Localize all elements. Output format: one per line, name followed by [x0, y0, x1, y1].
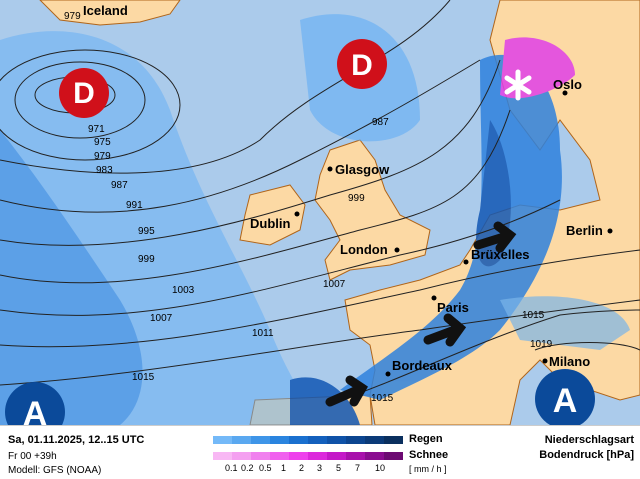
tick-label: 1 [281, 463, 287, 473]
color-swatch [365, 452, 384, 460]
tick-label: 2 [299, 463, 305, 473]
isobar-label: 987 [372, 117, 389, 128]
color-swatch [270, 436, 289, 444]
color-swatch [308, 452, 327, 460]
low-label: D [73, 77, 95, 110]
city-bruxelles: Brüxelles [471, 247, 530, 262]
isobar-label: 987 [111, 180, 128, 191]
color-swatch [289, 452, 308, 460]
color-swatch [213, 452, 232, 460]
front-arrows [325, 221, 517, 407]
isobar-label: 971 [88, 124, 105, 135]
low-pressure-2: D [337, 39, 387, 89]
ireland [239, 184, 306, 246]
isobar-label: 979 [64, 11, 81, 22]
legend-title-type: Niederschlagsart [544, 434, 634, 446]
city-paris: Paris [437, 300, 469, 315]
rain-label: Regen [409, 433, 443, 445]
legend-title-pressure: Bodendruck [hPa] [539, 449, 634, 461]
color-swatch [384, 436, 403, 444]
isobar-labels: 979 971 975 979 983 987 991 995 999 1003… [64, 11, 553, 404]
low-pressure-1: D [59, 68, 109, 118]
color-swatch [213, 436, 232, 444]
tick-label: 10 [375, 463, 386, 473]
isobar-label: 1007 [150, 313, 173, 324]
tick-label: 0.1 [225, 463, 238, 473]
snow-label: Schnee [409, 449, 449, 461]
tick-label: 0.2 [241, 463, 254, 473]
color-swatch [251, 452, 270, 460]
tick-label: 5 [336, 463, 342, 473]
isobar-label: 991 [126, 200, 143, 211]
cities: Iceland Oslo Glasgow Dublin London Brüxe… [83, 3, 613, 377]
tick-label: 0.5 [259, 463, 272, 473]
unit-label: [ mm / h ] [409, 464, 447, 474]
high-label: A [23, 395, 48, 425]
isobar-label: 983 [96, 165, 113, 176]
valid-time: Sa, 01.11.2025, 12..15 UTC [8, 434, 145, 446]
model-name: Modell: GFS (NOAA) [8, 465, 102, 476]
color-swatch [270, 452, 289, 460]
isobar-label: 1007 [323, 279, 346, 290]
isobar-label: 1003 [172, 285, 195, 296]
color-swatch [232, 452, 251, 460]
city-milano: Milano [549, 354, 590, 369]
color-swatch [384, 452, 403, 460]
isobar-label: 1015 [371, 393, 394, 404]
tick-label: 3 [317, 463, 323, 473]
color-swatch [365, 436, 384, 444]
color-swatch [251, 436, 270, 444]
city-bordeaux: Bordeaux [392, 358, 453, 373]
city-glasgow: Glasgow [335, 162, 390, 177]
snowflake-icon [504, 69, 532, 101]
isobar-label: 1015 [522, 310, 545, 321]
isobar-label: 995 [138, 226, 155, 237]
great-britain [314, 139, 431, 281]
color-swatch [308, 436, 327, 444]
isobar-label: 975 [94, 137, 111, 148]
isobar-label: 1015 [132, 372, 155, 383]
label-iceland: Iceland [83, 3, 128, 18]
arrow-icon [473, 221, 517, 253]
rain-color-scale [213, 436, 403, 444]
snow-color-scale [213, 452, 403, 460]
isobars [0, 0, 640, 401]
high-pressure-1: A [5, 382, 65, 425]
arrow-icon [423, 313, 467, 347]
isobar-label: 979 [94, 151, 111, 162]
isobar-label: 999 [348, 193, 365, 204]
iceland [39, 0, 181, 26]
color-swatch [346, 436, 365, 444]
weather-map: 979 971 975 979 983 987 991 995 999 1003… [0, 0, 640, 425]
arrow-icon [325, 375, 368, 407]
model-run: Fr 00 +39h [8, 451, 57, 462]
legend: Sa, 01.11.2025, 12..15 UTC Fr 00 +39h Mo… [0, 425, 640, 479]
city-dublin: Dublin [250, 216, 290, 231]
city-london: London [340, 242, 388, 257]
isobar-label: 1011 [252, 328, 274, 339]
color-swatch [327, 452, 346, 460]
city-oslo: Oslo [553, 77, 582, 92]
isobar-label: 999 [138, 254, 155, 265]
isobar-label: 1019 [530, 339, 553, 350]
high-label: A [553, 382, 578, 420]
low-label: D [351, 49, 373, 82]
color-swatch [232, 436, 251, 444]
color-swatch [289, 436, 308, 444]
high-pressure-2: A [535, 369, 595, 425]
city-berlin: Berlin [566, 223, 603, 238]
tick-label: 7 [355, 463, 361, 473]
color-swatch [327, 436, 346, 444]
color-swatch [346, 452, 365, 460]
